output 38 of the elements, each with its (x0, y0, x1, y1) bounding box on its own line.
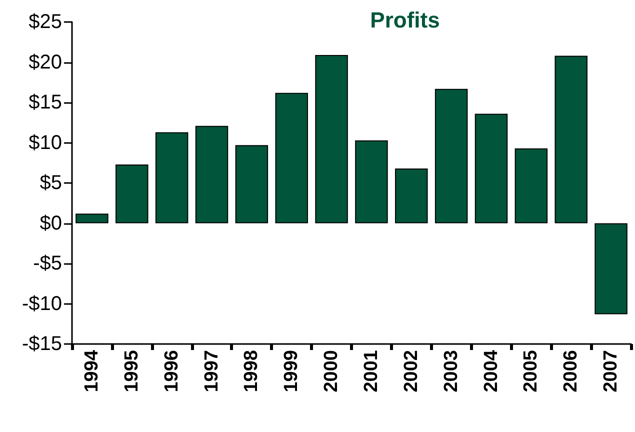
x-tick-label: 2005 (520, 350, 542, 392)
bar (355, 140, 388, 224)
bar (514, 148, 548, 224)
y-tick-label: $15 (28, 92, 62, 114)
x-tick-label: 1999 (281, 350, 302, 392)
x-tick-label: 2000 (321, 350, 342, 392)
y-tick-label: -$10 (22, 292, 62, 315)
bar (116, 164, 148, 224)
bar (395, 168, 428, 224)
x-tick-label: 2002 (400, 350, 422, 392)
x-tick-label: 2003 (440, 350, 462, 392)
bar (474, 114, 508, 224)
bar (594, 223, 628, 314)
bar (554, 56, 588, 224)
x-tick-label: 2006 (560, 350, 582, 392)
x-tick-label: 2007 (600, 350, 622, 392)
bar (76, 214, 108, 224)
bar (195, 126, 228, 224)
y-tick-label: $5 (40, 172, 62, 194)
bar (434, 88, 468, 224)
x-tick-label: 1995 (121, 350, 142, 392)
y-tick-label: $20 (28, 51, 62, 74)
y-tick-label: $10 (28, 132, 62, 154)
x-tick-label: 1997 (201, 350, 222, 392)
y-tick-label: -$5 (33, 252, 62, 274)
bar (275, 92, 308, 224)
x-tick-label: 2001 (360, 350, 382, 392)
chart-title: Profits (370, 8, 440, 32)
x-tick-label: 1994 (81, 350, 102, 392)
x-tick-label: 1998 (241, 350, 262, 392)
bar (235, 145, 268, 224)
bar (315, 55, 348, 224)
y-tick-label: -$15 (22, 333, 62, 355)
y-tick-label: $25 (28, 11, 62, 33)
x-tick-label: 1996 (161, 350, 182, 392)
y-tick-label: $0 (40, 212, 62, 234)
x-tick-label: 2004 (480, 350, 502, 392)
bar (155, 132, 188, 224)
